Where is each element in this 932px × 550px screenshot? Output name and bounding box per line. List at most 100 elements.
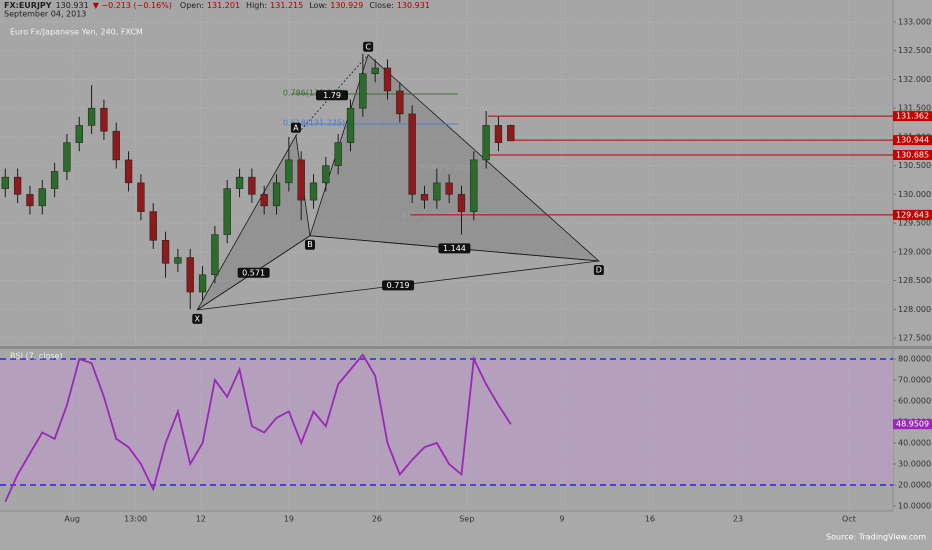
candle-body bbox=[482, 125, 490, 161]
y-tick-label: 132.000 bbox=[898, 75, 931, 84]
main-pane bbox=[0, 0, 893, 345]
watermark: EURJPY, 240 bbox=[421, 164, 470, 173]
y-tick-label: 131.500 bbox=[898, 104, 931, 113]
ohlc-label: Low: bbox=[309, 1, 327, 10]
level-badge bbox=[893, 135, 932, 146]
rsi-title: RSI (7, close) bbox=[10, 352, 63, 361]
level-badge bbox=[893, 150, 932, 161]
candle-body bbox=[371, 67, 379, 74]
price: 130.931 bbox=[56, 1, 89, 10]
candle-body bbox=[420, 194, 429, 201]
candle-body bbox=[346, 107, 355, 143]
candle-body bbox=[137, 182, 145, 212]
y-tick-label: 40.0000 bbox=[898, 438, 931, 447]
rsi-last-badge bbox=[893, 419, 932, 430]
ratio-badge bbox=[438, 243, 471, 254]
header-date: September 04, 2013 bbox=[4, 10, 86, 19]
candle-body bbox=[408, 113, 416, 195]
level-label: 130.685 bbox=[896, 151, 929, 160]
y-tick-label: 128.000 bbox=[898, 305, 931, 314]
candle-body bbox=[272, 182, 281, 207]
chart-title: Euro Fx/Japanese Yen, 240, FXCM bbox=[10, 28, 143, 37]
point-label: X bbox=[195, 314, 201, 323]
ohlc-value: 130.929 bbox=[330, 1, 363, 10]
candle-body bbox=[396, 90, 404, 115]
rsi-last-label: 48.9509 bbox=[896, 420, 929, 429]
x-tick-label: Sep bbox=[459, 515, 474, 524]
fib-label: 0.786(131.747) bbox=[283, 88, 345, 97]
x-tick-label: 12 bbox=[196, 515, 206, 524]
candle-body bbox=[309, 182, 318, 201]
candle-body bbox=[235, 176, 244, 189]
y-tick-label: 132.500 bbox=[898, 46, 931, 55]
y-tick-label: 30.0000 bbox=[898, 459, 931, 468]
candle-body bbox=[26, 194, 34, 207]
ohlc-value: 130.931 bbox=[397, 1, 430, 10]
candle-body bbox=[1, 176, 9, 189]
ratio-badge bbox=[316, 90, 349, 101]
rsi-line bbox=[4, 353, 512, 503]
y-tick-label: 80.0000 bbox=[898, 355, 931, 364]
ratio-label: 1.79 bbox=[323, 91, 341, 100]
candle-body bbox=[161, 240, 170, 264]
candle-body bbox=[260, 194, 268, 207]
candle-body bbox=[50, 171, 59, 189]
x-tick-label: Aug bbox=[64, 515, 80, 524]
y-tick-label: 129.500 bbox=[898, 219, 931, 228]
candle-body bbox=[100, 107, 108, 132]
candle-body bbox=[445, 182, 453, 195]
point-label: C bbox=[365, 42, 371, 51]
y-tick-label: 130.500 bbox=[898, 161, 931, 170]
candle-body bbox=[149, 211, 157, 241]
level-label: 130.944 bbox=[896, 136, 929, 145]
y-tick-label: 70.0000 bbox=[898, 376, 931, 385]
level-badge bbox=[893, 111, 932, 122]
level-label: 129.643 bbox=[896, 210, 929, 219]
candle-body bbox=[174, 257, 182, 264]
candle-body bbox=[433, 182, 441, 201]
x-tick-label: 16 bbox=[645, 515, 655, 524]
source: Source: TradingView.com bbox=[826, 533, 926, 542]
y-tick-label: 20.0000 bbox=[898, 480, 931, 489]
symbol: FX:EURJPY bbox=[4, 1, 52, 10]
x-tick-label: 9 bbox=[559, 515, 564, 524]
header-line: FX:EURJPY 130.931 ▼ −0.213 (−0.16%) Open: 13… bbox=[4, 1, 430, 10]
level-badge bbox=[893, 209, 932, 220]
point-badge bbox=[290, 122, 301, 133]
plot-layer: Aug 13:00 12 19 26 Sep 9 16 23 Oct 127.500 128.000 1… bbox=[0, 0, 932, 524]
candle-body bbox=[507, 125, 515, 142]
y-tick-label: 60.0000 bbox=[898, 397, 931, 406]
x-tick-label: 23 bbox=[733, 515, 743, 524]
point-label: A bbox=[293, 123, 299, 132]
change: ▼ −0.213 (−0.16%) bbox=[93, 1, 172, 10]
ratio-label: 1.144 bbox=[443, 244, 466, 253]
ohlc-label: Close: bbox=[369, 1, 394, 10]
candle-body bbox=[38, 188, 46, 207]
y-tick-label: 129.000 bbox=[898, 247, 931, 256]
candle-body bbox=[285, 159, 293, 184]
level-label: 131.362 bbox=[896, 112, 929, 121]
candle-body bbox=[457, 194, 466, 212]
point-badge bbox=[304, 239, 315, 250]
x-tick-label: 13:00 bbox=[124, 515, 147, 524]
candle-body bbox=[383, 67, 392, 92]
point-label: D bbox=[596, 266, 602, 275]
rsi-band-fill bbox=[0, 359, 893, 485]
candle-body bbox=[334, 142, 342, 166]
candle-body bbox=[13, 176, 22, 195]
candle-body bbox=[63, 142, 71, 172]
candle-body bbox=[112, 130, 120, 161]
y-tick-label: 128.500 bbox=[898, 276, 931, 285]
candle-body bbox=[124, 159, 133, 184]
candle-body bbox=[186, 257, 194, 293]
point-badge bbox=[363, 41, 374, 52]
candle-body bbox=[494, 125, 503, 143]
fib-label: 0.618(131.225) bbox=[283, 118, 345, 127]
y-tick-label: 10.0000 bbox=[898, 501, 931, 510]
x-tick-label: 19 bbox=[284, 515, 294, 524]
candle-body bbox=[322, 165, 330, 184]
ratio-label: 0.571 bbox=[242, 268, 265, 277]
ratio-badge bbox=[237, 267, 270, 278]
